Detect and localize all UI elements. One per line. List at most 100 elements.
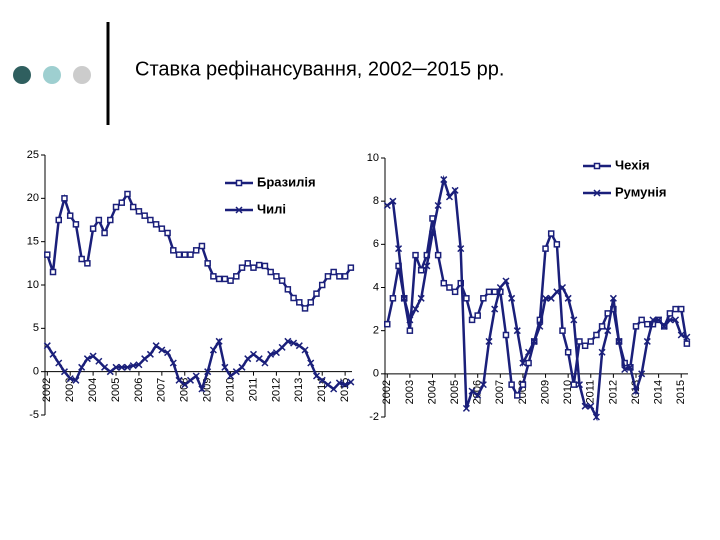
point-marker — [112, 363, 120, 371]
point-marker — [587, 338, 595, 345]
point-marker — [152, 342, 160, 350]
point-marker — [324, 273, 332, 280]
point-marker — [181, 251, 189, 258]
legend-label: Румунія — [615, 184, 666, 199]
point-marker — [192, 247, 200, 254]
point-marker — [170, 247, 177, 254]
bullet-dot — [73, 66, 91, 84]
point-marker — [238, 363, 246, 371]
point-marker — [575, 381, 583, 389]
point-marker — [227, 372, 235, 380]
y-tick-label: 6 — [373, 238, 379, 250]
point-marker — [479, 381, 487, 389]
point-marker — [644, 320, 651, 328]
y-tick-label: 15 — [27, 236, 39, 248]
x-tick-label: 2003 — [64, 378, 76, 402]
point-marker — [296, 299, 303, 306]
point-marker — [198, 242, 206, 250]
point-marker — [553, 288, 561, 296]
point-marker — [417, 294, 425, 302]
point-marker — [547, 230, 555, 237]
point-marker — [666, 310, 674, 317]
y-tick-label: 10 — [367, 152, 379, 164]
point-marker — [84, 260, 91, 267]
point-marker — [463, 295, 470, 302]
y-tick-label: -2 — [369, 411, 379, 423]
point-marker — [255, 355, 263, 363]
x-tick-label: 2014 — [653, 380, 665, 404]
point-marker — [604, 327, 612, 335]
point-marker — [592, 413, 600, 421]
point-marker — [502, 277, 510, 285]
legend-marker — [593, 162, 601, 170]
point-marker — [146, 350, 154, 358]
point-marker — [249, 350, 258, 358]
point-marker — [164, 229, 171, 237]
x-tick-label: 2002 — [41, 378, 53, 402]
point-marker — [164, 349, 172, 357]
point-marker — [312, 372, 321, 380]
y-tick-label: 0 — [373, 368, 379, 380]
legend-label: Бразилія — [257, 174, 316, 189]
point-marker — [301, 346, 309, 354]
point-marker — [672, 316, 680, 324]
point-marker — [519, 359, 527, 367]
point-marker — [400, 294, 408, 302]
point-marker — [496, 283, 504, 292]
legend-marker — [235, 206, 243, 214]
point-marker — [576, 338, 583, 345]
point-marker — [643, 337, 651, 345]
point-marker — [666, 316, 674, 324]
point-marker — [198, 385, 206, 393]
point-marker — [660, 322, 668, 330]
point-marker — [347, 378, 355, 386]
point-marker — [209, 346, 217, 354]
x-tick-label: 2012 — [270, 378, 282, 402]
point-marker — [451, 288, 459, 296]
point-marker — [581, 402, 589, 410]
point-marker — [428, 230, 437, 238]
point-marker — [547, 294, 555, 302]
point-marker — [101, 229, 108, 237]
point-marker — [175, 251, 183, 258]
point-marker — [233, 273, 240, 280]
point-marker — [129, 203, 137, 211]
point-marker — [55, 359, 63, 367]
point-marker — [112, 203, 120, 211]
point-marker — [514, 392, 521, 399]
point-marker — [95, 216, 103, 224]
y-tick-label: 2 — [373, 325, 379, 337]
point-marker — [60, 368, 69, 376]
point-marker — [307, 299, 315, 306]
point-marker — [632, 387, 640, 395]
point-marker — [638, 370, 646, 378]
point-marker — [66, 212, 74, 219]
point-marker — [72, 221, 80, 228]
point-marker — [626, 363, 634, 371]
point-marker — [383, 201, 391, 210]
slide-title: Ставка рефінансування, 2002─2015 рр. — [135, 58, 504, 80]
point-marker — [525, 359, 532, 367]
x-tick-label: 2002 — [381, 380, 393, 404]
legend-marker — [235, 179, 243, 187]
point-marker — [542, 294, 550, 302]
point-marker — [530, 337, 538, 345]
point-marker — [89, 225, 97, 232]
point-marker — [445, 193, 453, 201]
point-marker — [468, 387, 476, 395]
x-tick-label: 2011 — [585, 380, 597, 404]
y-tick-label: 25 — [27, 149, 39, 161]
point-marker — [609, 294, 617, 302]
point-marker — [434, 251, 442, 259]
point-marker — [78, 255, 85, 263]
point-marker — [158, 346, 166, 354]
point-marker — [123, 363, 132, 371]
point-marker — [525, 348, 533, 356]
point-marker — [508, 294, 516, 302]
bullet-dot — [13, 66, 31, 84]
point-marker — [186, 376, 195, 384]
legend-marker — [593, 189, 601, 197]
point-marker — [683, 333, 691, 341]
point-marker — [406, 316, 414, 324]
